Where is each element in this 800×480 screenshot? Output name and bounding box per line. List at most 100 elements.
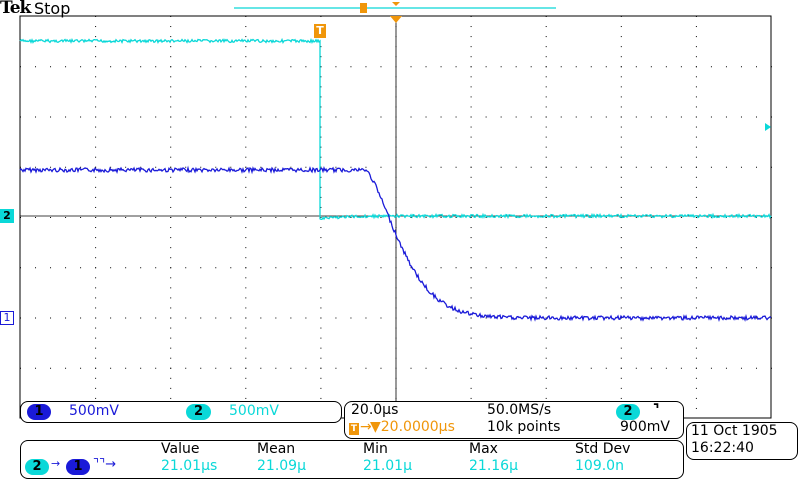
trigger-source-badge[interactable]: 2 (616, 404, 640, 420)
grid-dot (320, 106, 322, 108)
grid-dot (80, 367, 82, 369)
grid-dot (530, 267, 532, 269)
grid-dot (245, 327, 247, 329)
grid-dot (215, 367, 217, 369)
grid-dot (320, 196, 322, 198)
trigger-marker: T (314, 24, 326, 38)
grid-dot (80, 267, 82, 269)
grid-dot (245, 237, 247, 239)
meas-source-ch2: 2 (25, 459, 49, 475)
grid-dot (170, 327, 172, 329)
grid-dot (245, 347, 247, 349)
grid-dot (515, 267, 517, 269)
grid-dot (695, 407, 697, 409)
measurement-panel: 2 → 1 ⌝⌝→ Value Mean Min Max Std Dev 21.… (20, 440, 684, 479)
grid-dot (695, 367, 697, 369)
grid-dot (620, 156, 622, 158)
grid-dot (275, 317, 277, 319)
grid-dot (170, 96, 172, 98)
grid-dot (771, 317, 772, 319)
grid-dot (95, 196, 97, 198)
grid-dot (245, 287, 247, 289)
grid-dot (155, 367, 157, 369)
grid-dot (545, 196, 547, 198)
grid-dot (245, 26, 247, 28)
grid-dot (320, 96, 322, 98)
ch2-ground-marker[interactable]: 2 (0, 209, 14, 223)
grid-dot (110, 217, 112, 218)
grid-dot (320, 267, 322, 269)
grid-dot (545, 146, 547, 148)
time-scale: 20.0µs (351, 402, 399, 418)
meas-source-ch1: 1 (66, 459, 90, 475)
grid-dot (320, 367, 322, 369)
grid-dot (65, 217, 67, 218)
grid-dot (95, 247, 97, 249)
grid-dot (80, 217, 82, 218)
ch2-scale: 500mV (229, 403, 279, 419)
grid-dot (695, 357, 697, 359)
grid-dot (575, 116, 577, 118)
grid-dot (125, 66, 127, 68)
grid-dot (575, 66, 577, 68)
grid-dot (170, 317, 172, 319)
grid-dot (320, 76, 322, 78)
grid-dot (320, 327, 322, 329)
grid-dot (320, 357, 322, 359)
grid-dot (695, 217, 697, 218)
ch2-waveform (19, 37, 772, 221)
grid-dot (620, 136, 622, 138)
grid-dot (320, 46, 322, 48)
grid-dot (695, 146, 697, 148)
grid-dot (260, 367, 262, 369)
grid-dot (350, 66, 352, 68)
grid-dot (95, 46, 97, 48)
ch2-badge[interactable]: 2 (186, 404, 211, 420)
grid-dot (245, 146, 247, 148)
grid-dot (155, 66, 157, 68)
grid-dot (620, 206, 622, 208)
grid-dot (470, 66, 472, 68)
grid-dot (245, 387, 247, 389)
grid-dot (725, 116, 727, 118)
grid-dot (170, 247, 172, 249)
grid-dot (380, 217, 382, 218)
grid-dot (95, 96, 97, 98)
grid-dot (350, 317, 352, 319)
grid-dot (545, 377, 547, 379)
grid-dot (545, 186, 547, 188)
grid-dot (245, 106, 247, 108)
grid-dot (425, 116, 427, 118)
grid-dot (95, 317, 97, 319)
grid-dot (695, 176, 697, 178)
grid-dot (755, 367, 757, 369)
grid-dot (95, 377, 97, 379)
grid-dot (365, 267, 367, 269)
grid-dot (320, 257, 322, 259)
datetime-panel: 11 Oct 1905 16:22:40 (686, 422, 798, 460)
grid-dot (245, 36, 247, 38)
grid-dot (725, 267, 727, 269)
ch1-ground-marker[interactable]: 1 (0, 311, 14, 325)
grid-dot (95, 357, 97, 359)
grid-dot (335, 116, 337, 118)
grid-dot (170, 267, 172, 269)
grid-dot (545, 86, 547, 88)
grid-dot (755, 317, 757, 319)
grid-dot (470, 277, 472, 279)
grid-dot (50, 267, 52, 269)
grid-dot (35, 166, 37, 168)
grid-dot (245, 297, 247, 299)
grid-dot (695, 237, 697, 239)
ch1-badge[interactable]: 1 (27, 404, 51, 420)
meas-max: 21.16µ (469, 458, 518, 474)
grid-dot (470, 96, 472, 98)
grid-dot (125, 367, 127, 369)
grid-dot (500, 66, 502, 68)
grid-dot (215, 166, 217, 168)
grid-dot (125, 317, 127, 319)
grid-dot (230, 116, 232, 118)
grid-dot (350, 166, 352, 168)
grid-dot (545, 46, 547, 48)
grid-dot (170, 136, 172, 138)
